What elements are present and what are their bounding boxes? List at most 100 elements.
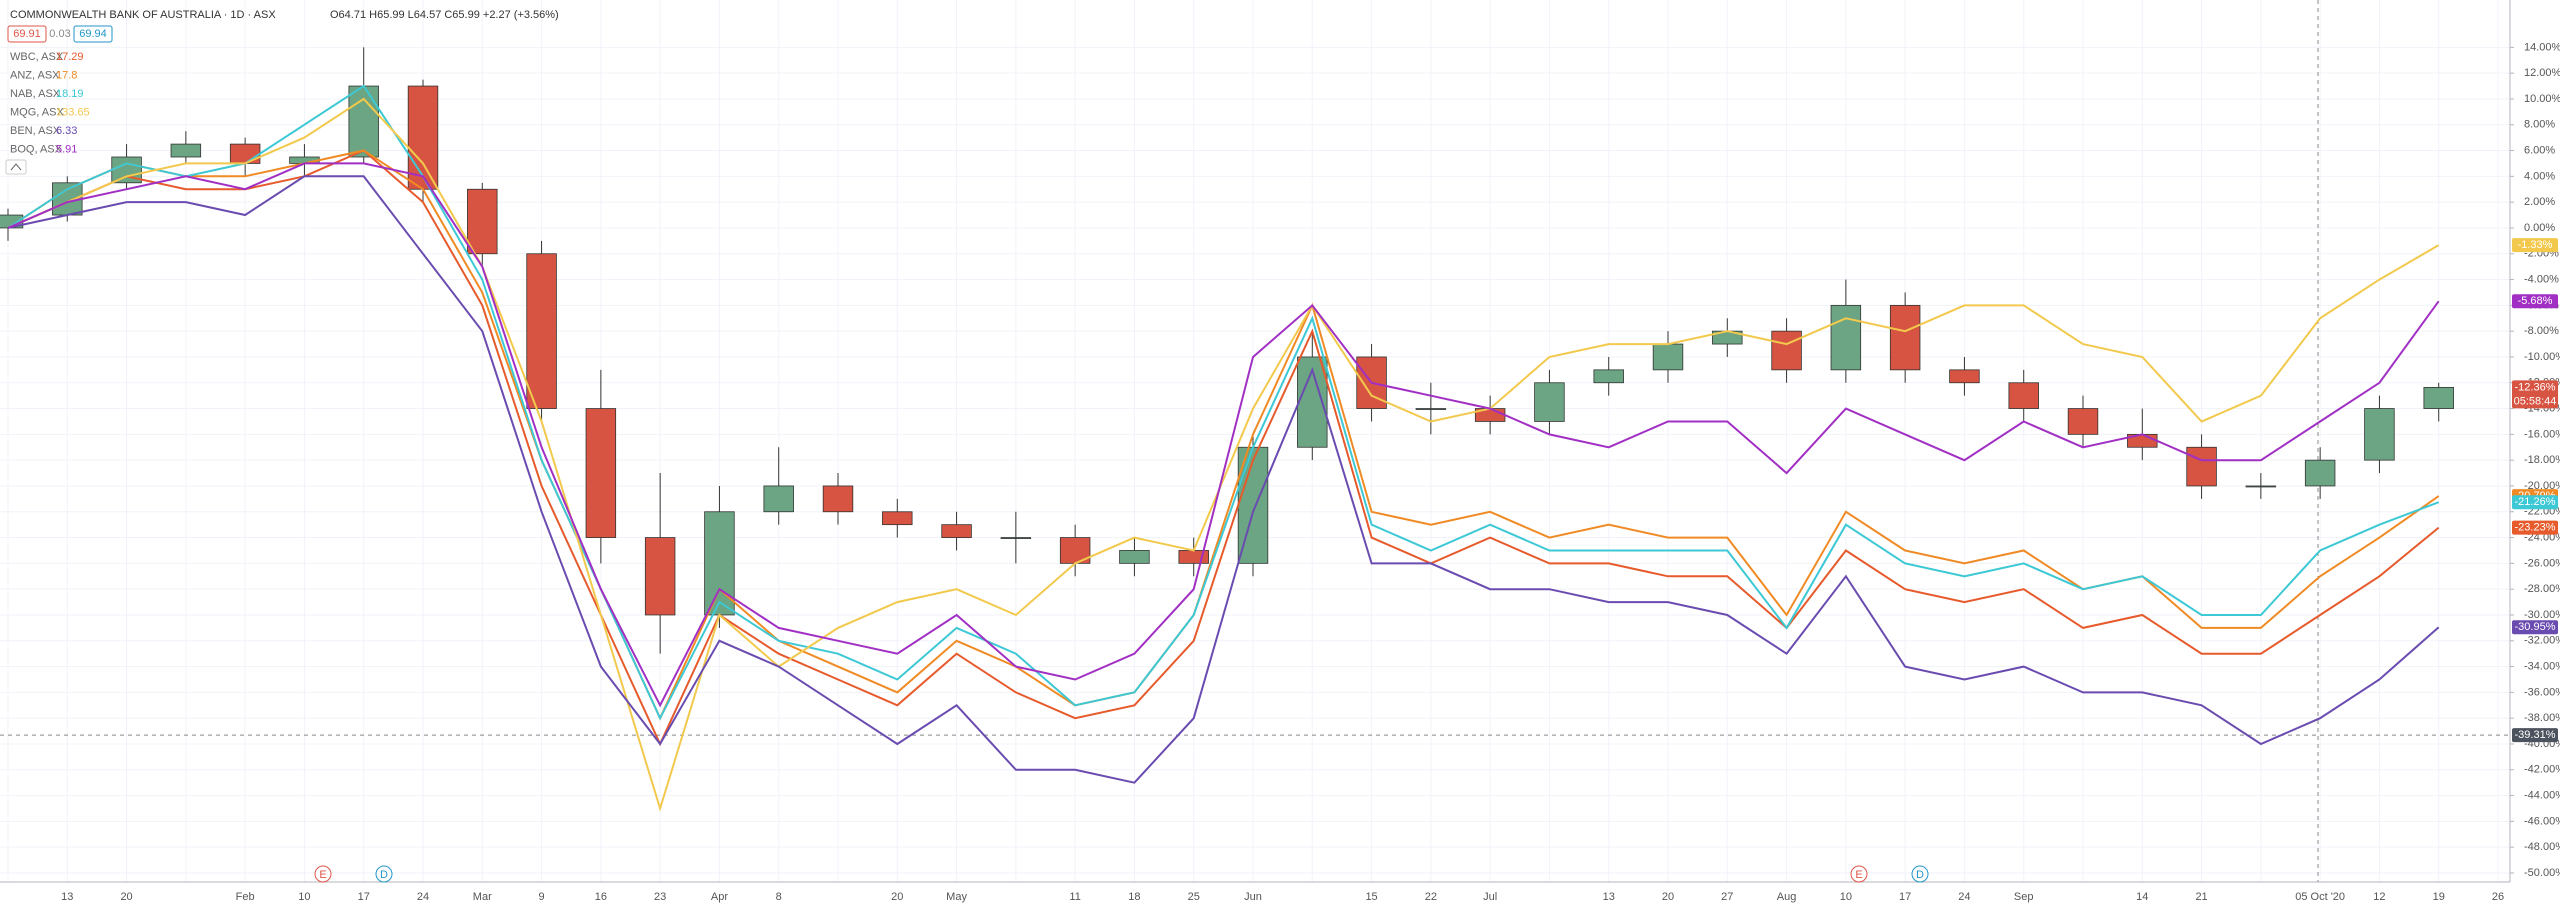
y-tick-label: 0.00%: [2524, 222, 2555, 234]
x-tick-label: 24: [417, 891, 429, 903]
y-tick-label: -44.00%: [2524, 789, 2560, 801]
x-tick-label: 12: [2373, 891, 2385, 903]
spread: 0.03: [49, 28, 70, 40]
candle-body: [1771, 330, 1802, 371]
y-tick-label: -8.00%: [2524, 325, 2559, 337]
legend-name: ANZ, ASX: [10, 69, 60, 81]
x-tick-label: May: [946, 891, 967, 903]
x-tick-label: 17: [358, 891, 370, 903]
x-tick-label: Jun: [1244, 891, 1262, 903]
y-tick-label: 12.00%: [2524, 67, 2560, 79]
candle-body: [763, 485, 794, 513]
event-label: E: [319, 869, 326, 881]
x-tick-label: Sep: [2014, 891, 2034, 903]
candle-body: [2364, 408, 2395, 461]
candle-body: [2304, 459, 2336, 487]
x-tick-label: 8: [776, 891, 782, 903]
x-tick-label: 25: [1188, 891, 1200, 903]
x-tick-label: 13: [1603, 891, 1615, 903]
x-tick-label: 17: [1899, 891, 1911, 903]
collapse-button[interactable]: [5, 159, 27, 175]
candle-body: [1000, 537, 1032, 539]
y-tick-label: -28.00%: [2524, 583, 2560, 595]
candle-body: [1415, 408, 1447, 410]
event-marker[interactable]: [314, 865, 332, 883]
series-line: [7, 149, 2440, 747]
candle-body: [467, 188, 498, 255]
bid-box: [7, 25, 47, 43]
series-line: [7, 149, 2440, 721]
ask-box: [73, 25, 113, 43]
candle-body: [2067, 408, 2099, 435]
legend-price: 133.65: [56, 106, 90, 118]
countdown: 05:58:44: [2514, 395, 2557, 407]
y-tick-label: -50.00%: [2524, 867, 2560, 879]
x-tick-label: 20: [891, 891, 903, 903]
last-value-label: -1.33%: [2518, 239, 2553, 251]
collapse-icon: [10, 163, 22, 171]
x-tick-label: Jul: [1483, 891, 1497, 903]
last-value-label: -30.95%: [2515, 621, 2556, 633]
crosshair-box: [2512, 728, 2558, 743]
candle-body: [822, 485, 854, 513]
candle-body: [644, 537, 676, 616]
last-value-label: -5.68%: [2518, 295, 2553, 307]
candle-body: [1949, 369, 1980, 384]
legend-price: 5.91: [56, 143, 77, 155]
legend-name: MQG, ASX: [10, 106, 64, 118]
candle-body: [1889, 304, 1921, 371]
event-label: D: [380, 869, 388, 881]
x-tick-label: 21: [2195, 891, 2207, 903]
x-tick-label: 26: [2492, 891, 2504, 903]
x-tick-label: 10: [298, 891, 310, 903]
y-tick-label: -42.00%: [2524, 764, 2560, 776]
ohlc-text: O64.71 H65.99 L64.57 C65.99 +2.27 (+3.56…: [330, 9, 559, 21]
x-tick-label: Aug: [1777, 891, 1797, 903]
legend-name: WBC, ASX: [10, 51, 64, 63]
y-tick-label: -38.00%: [2524, 712, 2560, 724]
legend-price: 6.33: [56, 125, 77, 137]
x-tick-label: 20: [1662, 891, 1674, 903]
x-tick-label: 24: [1958, 891, 1970, 903]
y-tick-label: -32.00%: [2524, 635, 2560, 647]
x-tick-label: 22: [1425, 891, 1437, 903]
y-tick-label: 10.00%: [2524, 93, 2560, 105]
event-marker[interactable]: [1850, 865, 1868, 883]
last-value-box: [2512, 620, 2558, 635]
legend-name: NAB, ASX: [10, 88, 61, 100]
x-tick-label: 9: [539, 891, 545, 903]
y-tick-label: 2.00%: [2524, 196, 2555, 208]
candle-body: [1830, 304, 1862, 371]
y-tick-label: -48.00%: [2524, 841, 2560, 853]
y-tick-label: -18.00%: [2524, 454, 2560, 466]
candle-body: [941, 524, 972, 538]
candle-body: [2423, 386, 2454, 409]
event-marker[interactable]: [1911, 865, 1929, 883]
candle-body: [882, 511, 913, 526]
legend-name: BEN, ASX: [10, 125, 61, 137]
x-tick-label: 19: [2433, 891, 2445, 903]
series-line: [7, 84, 2440, 721]
y-tick-label: -10.00%: [2524, 351, 2560, 363]
legend-name: BOQ, ASX: [10, 143, 63, 155]
bid: 69.91: [13, 28, 41, 40]
last-value-box: [2512, 238, 2558, 253]
y-tick-label: -16.00%: [2524, 428, 2560, 440]
last-value-label: -12.36%: [2515, 381, 2556, 393]
event-label: D: [1916, 869, 1924, 881]
y-tick-label: -4.00%: [2524, 273, 2559, 285]
y-tick-label: -34.00%: [2524, 660, 2560, 672]
candle-body: [2186, 446, 2217, 487]
x-tick-label: 10: [1840, 891, 1852, 903]
x-tick-label: Mar: [473, 891, 492, 903]
candle-body: [1652, 343, 1684, 371]
x-tick-label: 14: [2136, 891, 2148, 903]
event-marker[interactable]: [375, 865, 393, 883]
candle-body: [2245, 485, 2277, 488]
crosshair-label: -39.31%: [2515, 729, 2556, 741]
series-line: [7, 97, 2440, 812]
x-tick-label: 20: [120, 891, 132, 903]
legend-price: 17.8: [56, 69, 77, 81]
y-tick-label: 6.00%: [2524, 144, 2555, 156]
